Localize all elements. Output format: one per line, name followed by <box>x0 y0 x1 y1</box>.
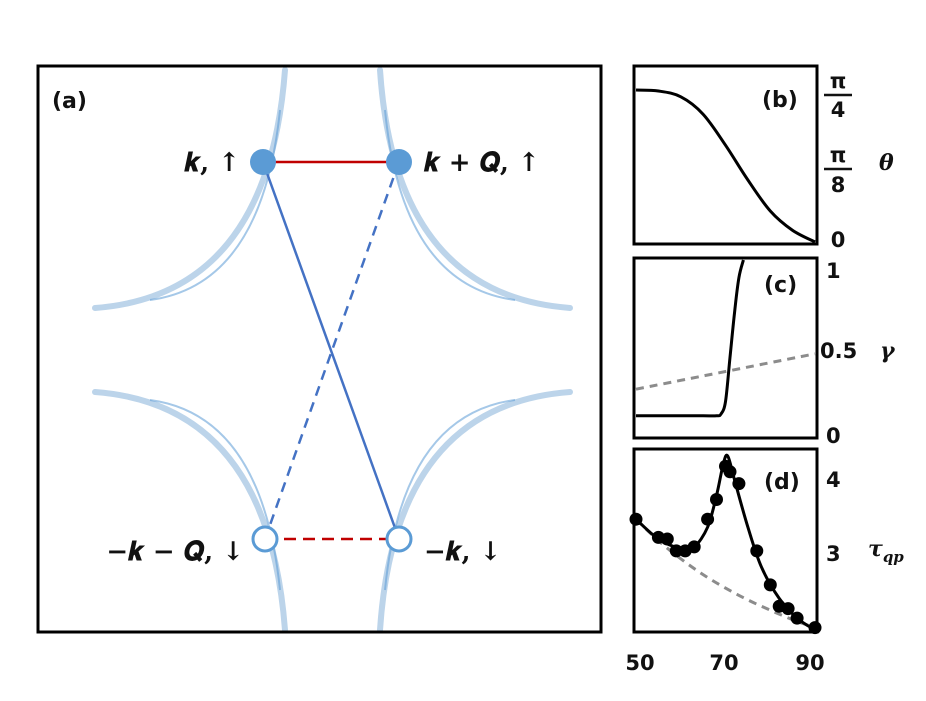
scatter-line-solid <box>261 161 401 540</box>
xtick-90: 90 <box>795 651 824 675</box>
ytick-c-05: 0.5 <box>820 339 857 363</box>
axis-symbol-tau-subscript: qp <box>883 548 904 566</box>
x-axis: 50 70 90 <box>625 651 824 675</box>
ytick-d-4: 4 <box>826 468 841 492</box>
panel-d-label: (d) <box>764 470 800 495</box>
xtick-50: 50 <box>625 651 654 675</box>
panel-c: (c) 1 0.5 0 γ <box>632 256 896 448</box>
data-point <box>660 532 674 546</box>
data-point <box>781 602 795 616</box>
panel-c-frame <box>632 256 819 440</box>
panel-b-frame <box>632 64 819 246</box>
ytick-b-pi4-den: 4 <box>831 98 846 122</box>
data-point <box>687 540 701 554</box>
ytick-b-0: 0 <box>831 228 846 252</box>
state-label-kQ-up: 𝒌 + 𝑸, ↑ <box>423 148 540 178</box>
panel-d-data-points <box>629 459 822 635</box>
fermi-arc-bottom-right <box>377 389 573 632</box>
panel-b-label: (b) <box>762 88 798 113</box>
data-point <box>701 512 715 526</box>
data-point <box>808 621 822 635</box>
panel-c-label: (c) <box>764 273 797 298</box>
panel-b: (b) π 4 π 8 0 θ <box>632 64 894 252</box>
xtick-70: 70 <box>709 651 738 675</box>
data-point <box>710 493 723 506</box>
data-point <box>629 512 643 526</box>
data-point <box>790 611 804 625</box>
panel-d-frame <box>632 447 819 634</box>
fermi-arc-top-right <box>377 67 573 311</box>
data-point <box>723 465 737 479</box>
ytick-b-pi8-num: π <box>830 143 847 167</box>
ytick-b-pi4-num: π <box>830 69 847 93</box>
panel-d-dashed-baseline <box>634 518 816 630</box>
panel-b-yticks: π 4 π 8 0 <box>824 69 852 252</box>
panel-d: (d) 4 3 τqp <box>629 447 904 635</box>
axis-symbol-tau: τqp <box>868 536 904 566</box>
fermi-arc-top-left <box>92 67 288 311</box>
ytick-b-pi8-den: 8 <box>831 173 846 197</box>
state-label-mk-down: −𝒌, ↓ <box>424 537 501 567</box>
panel-a-label: (a) <box>52 89 87 114</box>
panel-c-dashed-line <box>635 352 816 391</box>
ytick-c-0: 0 <box>826 424 841 448</box>
panel-b-theta-curve <box>635 88 816 244</box>
panel-c-gamma-curve <box>636 259 745 418</box>
state-k-up <box>250 149 276 175</box>
axis-symbol-theta: θ <box>879 150 894 176</box>
data-point <box>763 578 777 592</box>
state-mkQ-down <box>251 525 279 553</box>
state-label-k-up: 𝒌, ↑ <box>183 148 240 178</box>
fermi-arc-bottom-left <box>92 389 288 632</box>
panel-a: (a) 𝒌, ↑ 𝒌 + 𝑸, ↑ −𝒌 − 𝑸, ↓ −𝒌, ↓ <box>36 64 603 634</box>
state-mk-down <box>385 525 413 553</box>
data-point <box>732 477 746 491</box>
data-point <box>669 544 683 558</box>
state-kQ-up <box>386 149 412 175</box>
ytick-c-1: 1 <box>826 259 841 283</box>
ytick-d-3: 3 <box>826 542 841 566</box>
axis-symbol-gamma: γ <box>880 338 896 364</box>
state-label-mkQ-down: −𝒌 − 𝑸, ↓ <box>106 537 244 567</box>
data-point <box>750 544 764 558</box>
panel-a-frame <box>36 64 603 634</box>
